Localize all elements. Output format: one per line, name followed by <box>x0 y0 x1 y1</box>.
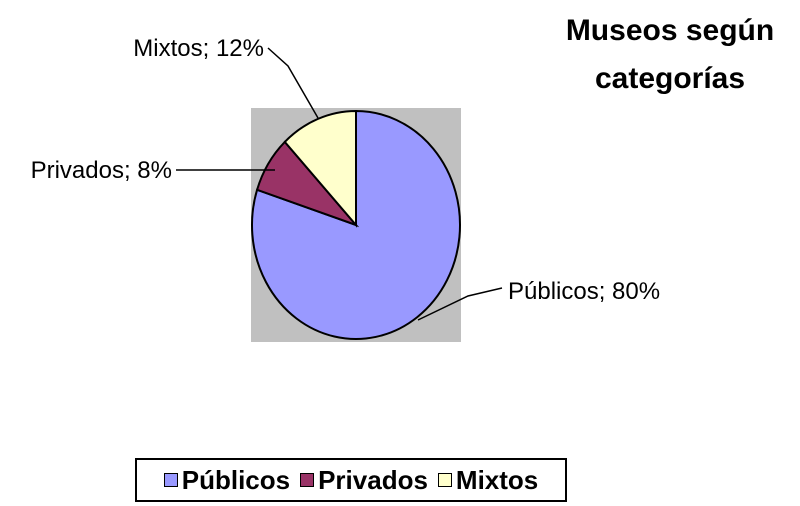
chart-legend: Públicos Privados Mixtos <box>135 458 567 502</box>
pie-slice-mixtos <box>283 109 357 228</box>
legend-swatch-privados <box>300 473 315 487</box>
leader-line-3 <box>267 47 319 119</box>
legend-label-mixtos: Mixtos <box>455 464 539 495</box>
chart-title-line-2: categorías <box>595 62 745 95</box>
data-label-2: Privados; 8% <box>31 157 172 184</box>
legend-item-mixtos: Mixtos <box>437 464 539 496</box>
legend-item-privados: Privados <box>300 465 428 496</box>
leader-line-1 <box>417 287 503 321</box>
legend-swatch-mixtos <box>437 473 452 487</box>
legend-item-publicos: Públicos <box>163 464 291 496</box>
legend-swatch-publicos <box>163 473 178 487</box>
data-label-3: Mixtos; 12% <box>133 35 264 62</box>
chart-title-line-1: Museos según <box>566 14 774 47</box>
legend-label-privados: Privados <box>318 464 428 495</box>
pie-slice-publicos <box>251 109 461 340</box>
data-label-1: Públicos; 80% <box>508 278 660 305</box>
legend-label-publicos: Públicos <box>181 464 291 495</box>
